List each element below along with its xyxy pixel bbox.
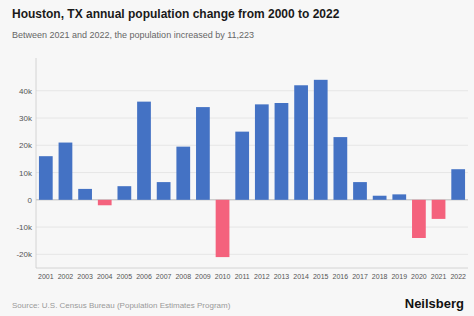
bar bbox=[314, 80, 328, 200]
x-tick-label: 2017 bbox=[352, 273, 368, 280]
grid-line bbox=[36, 227, 468, 228]
bar bbox=[59, 143, 73, 200]
y-tick-label: 30k bbox=[19, 114, 33, 123]
x-tick-label: 2012 bbox=[254, 273, 270, 280]
x-tick-label: 2020 bbox=[411, 273, 427, 280]
source: Source: U.S. Census Bureau (Population E… bbox=[12, 301, 231, 310]
bar bbox=[432, 200, 446, 219]
x-tick-label: 2002 bbox=[58, 273, 74, 280]
bar bbox=[451, 169, 465, 200]
grid bbox=[36, 91, 468, 255]
x-tick-label: 2022 bbox=[450, 273, 466, 280]
title: Houston, TX annual population change fro… bbox=[12, 7, 340, 21]
x-tick-label: 2015 bbox=[313, 273, 329, 280]
bar bbox=[157, 182, 171, 200]
x-tick-label: 2018 bbox=[372, 273, 388, 280]
x-tick-label: 2013 bbox=[274, 273, 290, 280]
bar bbox=[392, 194, 406, 199]
bar bbox=[412, 200, 426, 238]
bar bbox=[176, 147, 190, 200]
y-tick-labels: -20k -10k 0 10k 20k 30k 40k bbox=[16, 87, 33, 260]
y-tick-label: 20k bbox=[19, 141, 33, 150]
x-tick-label: 2021 bbox=[431, 273, 447, 280]
bars bbox=[39, 80, 465, 257]
bar bbox=[353, 182, 367, 200]
grid-line bbox=[36, 254, 468, 255]
bar bbox=[196, 107, 210, 200]
bar bbox=[216, 200, 230, 257]
chart: Houston, TX annual population change fro… bbox=[0, 0, 474, 316]
x-tick-label: 2009 bbox=[195, 273, 211, 280]
x-tick-label: 2007 bbox=[156, 273, 172, 280]
y-tick-label: 40k bbox=[19, 87, 33, 96]
background bbox=[0, 0, 474, 316]
bar bbox=[39, 156, 53, 200]
bar bbox=[255, 104, 269, 199]
x-tick-label: 2001 bbox=[38, 273, 54, 280]
y-tick-label: -10k bbox=[16, 223, 33, 232]
bar bbox=[275, 103, 289, 200]
bar bbox=[137, 102, 151, 200]
branding: Neilsberg bbox=[405, 296, 464, 311]
x-tick-label: 2010 bbox=[215, 273, 231, 280]
x-tick-label: 2005 bbox=[117, 273, 133, 280]
bar bbox=[373, 196, 387, 200]
x-tick-labels: 2001200220032004200520062007200820092010… bbox=[38, 273, 466, 280]
bar bbox=[235, 132, 249, 200]
x-tick-label: 2016 bbox=[333, 273, 349, 280]
subtitle: Between 2021 and 2022, the population in… bbox=[12, 30, 254, 40]
x-tick-label: 2006 bbox=[136, 273, 152, 280]
grid-line bbox=[36, 90, 468, 91]
x-tick-label: 2008 bbox=[175, 273, 191, 280]
x-tick-label: 2004 bbox=[97, 273, 113, 280]
y-tick-label: 10k bbox=[19, 169, 33, 178]
grid-line bbox=[36, 118, 468, 119]
bar bbox=[98, 200, 112, 205]
x-tick-label: 2003 bbox=[77, 273, 93, 280]
y-axis-line bbox=[36, 58, 37, 268]
y-tick-label: 0 bbox=[28, 196, 33, 205]
bar bbox=[117, 186, 131, 200]
grid-line bbox=[36, 145, 468, 146]
y-tick-label: -20k bbox=[16, 250, 33, 259]
grid-line bbox=[36, 172, 468, 173]
bar bbox=[294, 85, 308, 200]
bar bbox=[333, 137, 347, 200]
x-tick-label: 2019 bbox=[391, 273, 407, 280]
x-tick-label: 2011 bbox=[235, 273, 250, 280]
bar bbox=[78, 189, 92, 200]
x-tick-label: 2014 bbox=[293, 273, 309, 280]
x-axis-line bbox=[36, 268, 468, 269]
